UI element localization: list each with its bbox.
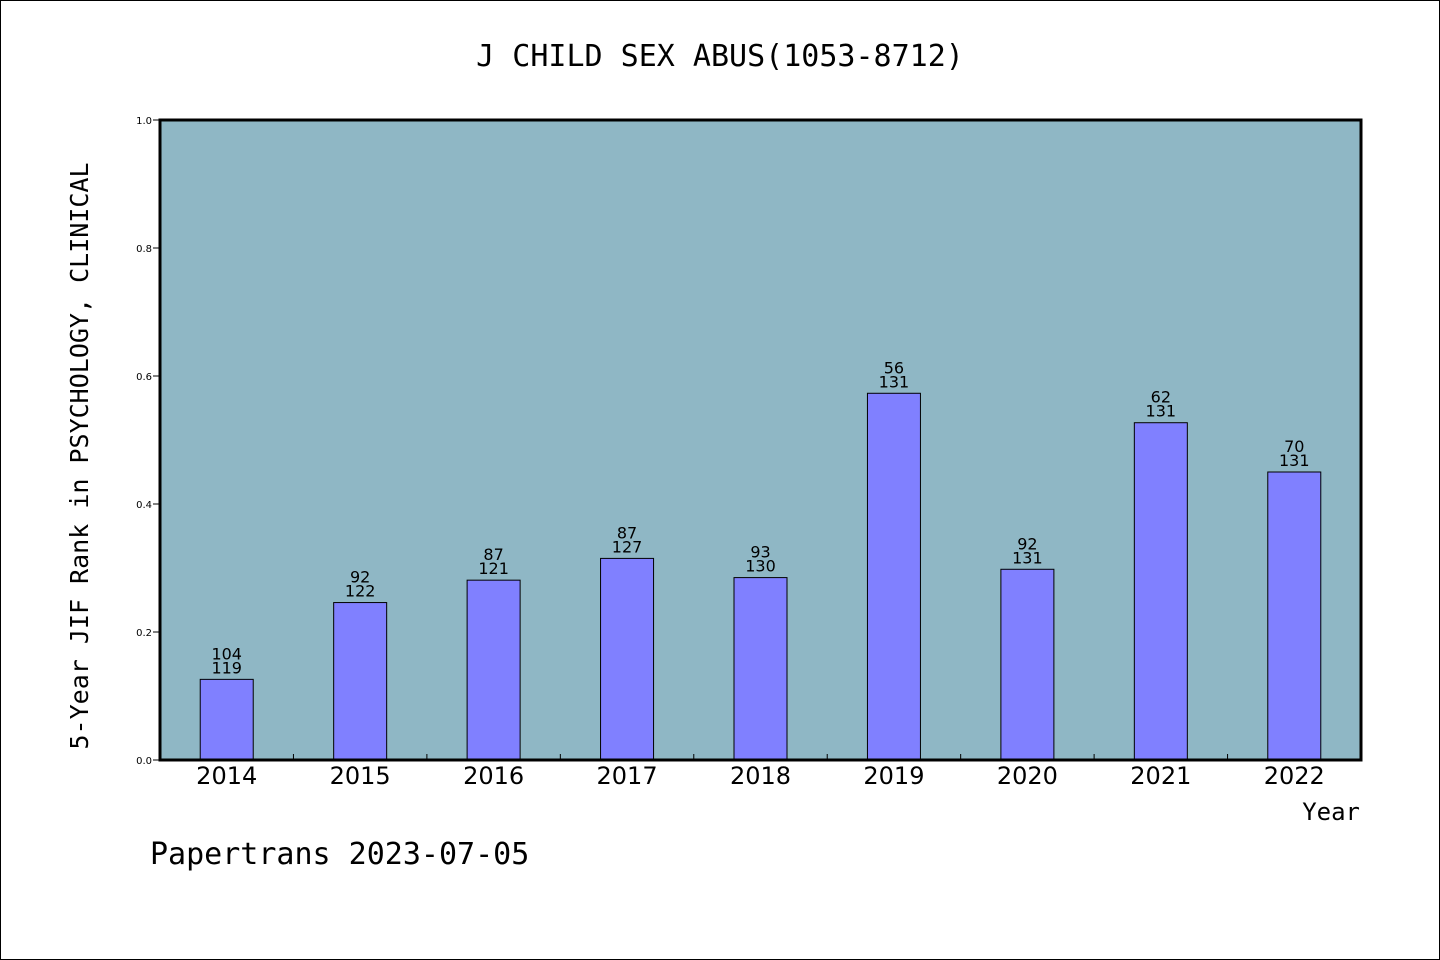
rank-label-2017: 87 — [617, 523, 637, 542]
bar-2015 — [333, 602, 388, 761]
total-label-2021: 131 — [1146, 402, 1177, 421]
total-label-2020: 131 — [1012, 548, 1043, 567]
x-tick-label-2020: 2020 — [997, 762, 1058, 790]
x-tick-label-2015: 2015 — [330, 762, 391, 790]
rank-label-2014: 104 — [211, 644, 242, 663]
rank-label-2016: 87 — [483, 545, 503, 564]
x-tick-label-2019: 2019 — [863, 762, 924, 790]
bar-2021 — [1133, 422, 1188, 761]
bar-2022 — [1267, 471, 1322, 761]
bar-2014 — [199, 678, 254, 761]
total-label-2016: 121 — [478, 559, 509, 578]
footer-credit: Papertrans 2023-07-05 — [150, 837, 529, 872]
bar-2020 — [1000, 568, 1055, 761]
rank-label-2020: 92 — [1017, 534, 1037, 553]
rank-label-2018: 93 — [750, 543, 770, 562]
total-label-2015: 122 — [345, 582, 376, 601]
rank-label-2019: 56 — [884, 358, 904, 377]
y-axis-label: 5-Year JIF Rank in PSYCHOLOGY, CLINICAL — [65, 163, 94, 750]
x-axis-label: Year — [1302, 798, 1360, 826]
y-tick-label: 0.6 — [136, 372, 152, 383]
total-label-2019: 131 — [879, 372, 910, 391]
total-label-2022: 131 — [1279, 451, 1310, 470]
bar-2018 — [733, 577, 788, 761]
plot-border — [158, 118, 1363, 762]
bar-2017 — [600, 557, 655, 761]
y-tick-label: 1.0 — [136, 116, 152, 127]
bar-2016 — [466, 579, 521, 761]
y-tick-label: 0.0 — [136, 756, 152, 767]
y-tick-label: 0.8 — [136, 244, 152, 255]
x-tick-label-2016: 2016 — [463, 762, 524, 790]
x-tick-label-2017: 2017 — [597, 762, 658, 790]
x-axis-ticks: 2014 2015 2016 2017 2018 2019 2020 2021 2022 — [196, 754, 1325, 790]
x-tick-label-2018: 2018 — [730, 762, 791, 790]
rank-label-2022: 70 — [1284, 437, 1304, 456]
total-label-2014: 119 — [211, 658, 242, 677]
rank-label-2021: 62 — [1151, 388, 1171, 407]
rank-label-2015: 92 — [350, 568, 370, 587]
x-tick-label-2014: 2014 — [196, 762, 257, 790]
y-axis-ticks: 0.0 0.2 0.4 0.6 0.8 1.0 — [136, 116, 160, 767]
total-label-2018: 130 — [745, 557, 776, 576]
x-tick-label-2022: 2022 — [1264, 762, 1325, 790]
y-tick-label: 0.4 — [136, 500, 152, 511]
chart-title: J CHILD SEX ABUS(1053-8712) — [476, 39, 964, 74]
y-tick-label: 0.2 — [136, 628, 152, 639]
bar-2019 — [866, 392, 921, 761]
total-label-2017: 127 — [612, 537, 643, 556]
x-tick-label-2021: 2021 — [1130, 762, 1191, 790]
